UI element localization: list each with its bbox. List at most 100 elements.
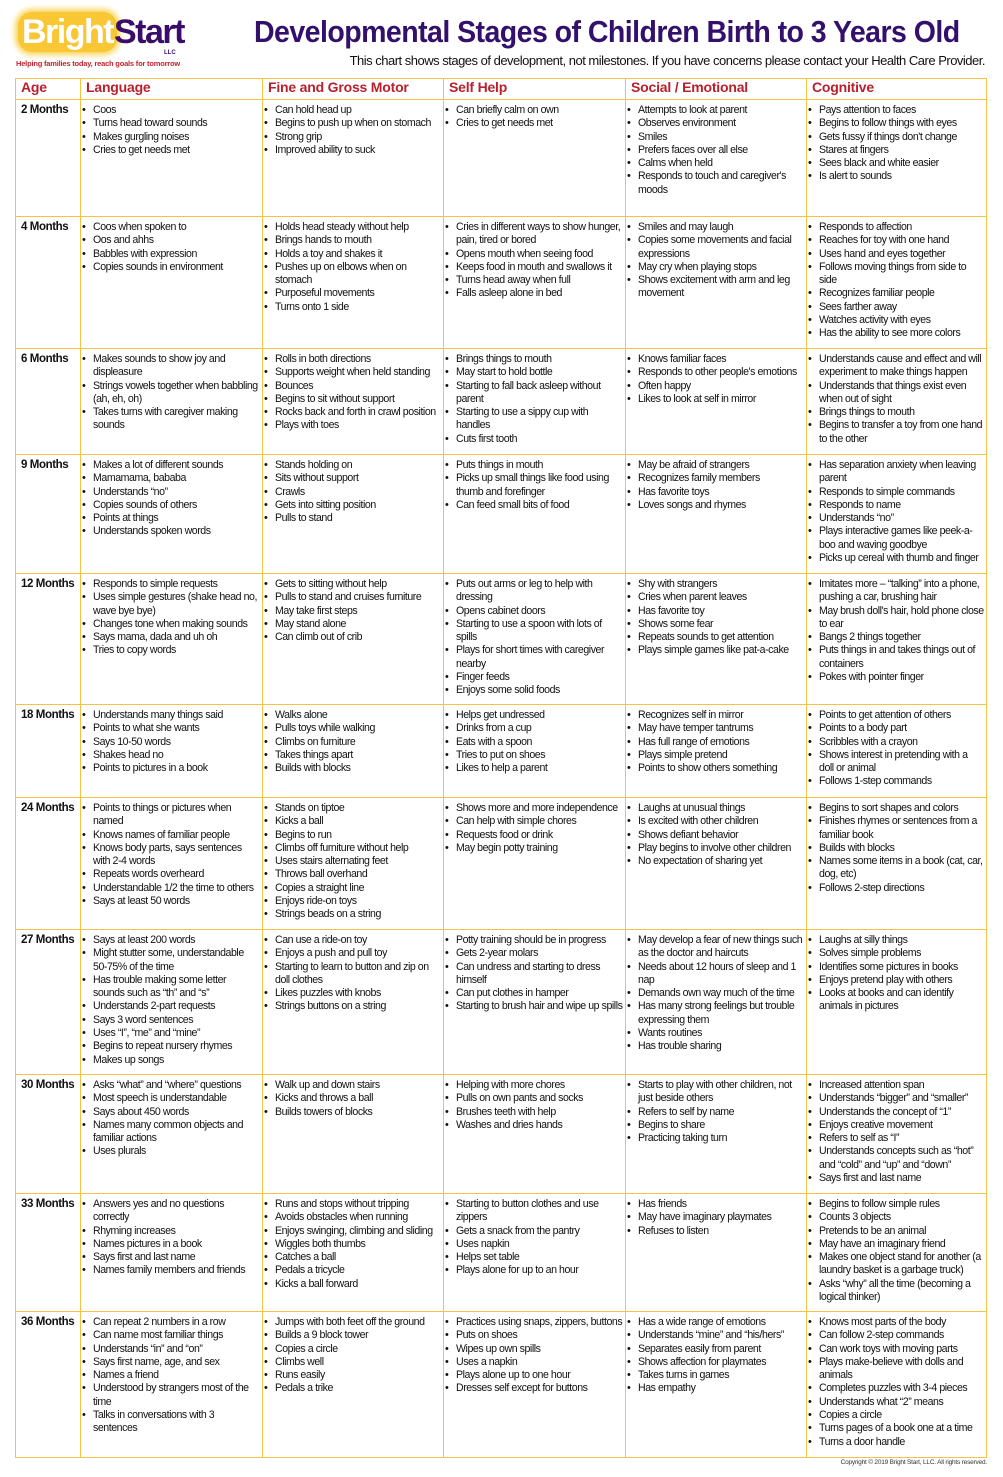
list-item: Recognizes familiar people [808, 287, 984, 301]
list-item: Finger feeds [445, 671, 623, 685]
list-item: Calms when held [627, 157, 804, 171]
bullet-list: Has a wide range of emotionsUnderstands … [626, 1316, 806, 1396]
list-item: Has many strong feelings but trouble exp… [627, 1000, 804, 1027]
bullet-list: Gets to sitting without helpPulls to sta… [263, 578, 443, 645]
list-item: Says at least 200 words [82, 934, 260, 948]
list-item: Starting to learn to button and zip on d… [264, 961, 441, 988]
list-item: Begins to share [627, 1119, 804, 1133]
bullet-list: Starting to button clothes and use zippe… [444, 1198, 625, 1278]
list-item: Names family members and friends [82, 1264, 260, 1278]
bullet-list: Can use a ride-on toyEnjoys a push and p… [263, 934, 443, 1014]
stage-cell: Has a wide range of emotionsUnderstands … [625, 1311, 807, 1458]
age-cell: 4 Months [15, 216, 81, 349]
list-item: Shows some fear [627, 618, 804, 632]
bullet-list: Says at least 200 wordsMight stutter som… [81, 934, 262, 1067]
list-item: Takes turns with caregiver making sounds [82, 406, 260, 433]
table-row: 36 MonthsCan repeat 2 numbers in a rowCa… [15, 1311, 987, 1458]
list-item: Can follow 2-step commands [808, 1329, 984, 1343]
list-item: Strings buttons on a string [264, 1000, 441, 1014]
list-item: Watches activity with eyes [808, 314, 984, 328]
list-item: Turns onto 1 side [264, 301, 441, 315]
stage-cell: Starting to button clothes and use zippe… [443, 1193, 626, 1312]
list-item: Rhyming increases [82, 1225, 260, 1239]
list-item: Makes gurgling noises [82, 131, 260, 145]
bullet-list: Knows most parts of the bodyCan follow 2… [807, 1316, 986, 1449]
list-item: Has favorite toys [627, 486, 804, 500]
list-item: Makes one object stand for another (a la… [808, 1251, 984, 1278]
list-item: Understands that things exist even when … [808, 380, 984, 407]
stage-cell: Walks alonePulls toys while walkingClimb… [262, 704, 444, 798]
list-item: Builds with blocks [264, 762, 441, 776]
list-item: Names a friend [82, 1369, 260, 1383]
list-item: Enjoys ride-on toys [264, 895, 441, 909]
list-item: Often happy [627, 380, 804, 394]
list-item: Has full range of emotions [627, 736, 804, 750]
list-item: Takes things apart [264, 749, 441, 763]
list-item: Copies a circle [264, 1343, 441, 1357]
list-item: Holds a toy and shakes it [264, 248, 441, 262]
list-item: Keeps food in mouth and swallows it [445, 261, 623, 275]
bullet-list: Coos when spoken toOos and ahhsBabbles w… [81, 221, 262, 274]
list-item: Puts on shoes [445, 1329, 623, 1343]
list-item: Identifies some pictures in books [808, 961, 984, 975]
list-item: Changes tone when making sounds [82, 618, 260, 632]
list-item: Coos [82, 104, 260, 118]
bullet-list: Answers yes and no questions correctlyRh… [81, 1198, 262, 1278]
list-item: Says 10-50 words [82, 736, 260, 750]
list-item: Washes and dries hands [445, 1119, 623, 1133]
age-cell: 30 Months [15, 1074, 81, 1194]
stage-cell: Understands cause and effect and will ex… [806, 348, 987, 455]
list-item: Has trouble making some letter sounds su… [82, 974, 260, 1001]
stage-cell: Begins to follow simple rulesCounts 3 ob… [806, 1193, 987, 1312]
list-item: Smiles and may laugh [627, 221, 804, 235]
list-item: Plays alone for up to an hour [445, 1264, 623, 1278]
column-header: Age [15, 78, 81, 100]
bullet-list: Starts to play with other children, not … [626, 1079, 806, 1146]
list-item: Might stutter some, understandable 50-75… [82, 947, 260, 974]
list-item: Points to what she wants [82, 722, 260, 736]
list-item: Practicing taking turn [627, 1132, 804, 1146]
bullet-list: Responds to affectionReaches for toy wit… [807, 221, 986, 341]
list-item: Points at things [82, 512, 260, 526]
list-item: Builds with blocks [808, 842, 984, 856]
list-item: Cuts first tooth [445, 433, 623, 447]
list-item: Points to show others something [627, 762, 804, 776]
bullet-list: Holds head steady without helpBrings han… [263, 221, 443, 314]
list-item: Begins to transfer a toy from one hand t… [808, 419, 984, 446]
list-item: Starting to use a spoon with lots of spi… [445, 618, 623, 645]
stage-cell: Potty training should be in progressGets… [443, 929, 626, 1075]
list-item: Understands spoken words [82, 525, 260, 539]
bullet-list: Shy with strangersCries when parent leav… [626, 578, 806, 658]
logo-llc: LLC [164, 50, 176, 56]
list-item: Responds to touch and caregiver's moods [627, 170, 804, 197]
list-item: Brushes teeth with help [445, 1106, 623, 1120]
age-cell: 27 Months [15, 929, 81, 1075]
list-item: Potty training should be in progress [445, 934, 623, 948]
list-item: Pulls on own pants and socks [445, 1092, 623, 1106]
list-item: Uses a napkin [445, 1356, 623, 1370]
list-item: Helping with more chores [445, 1079, 623, 1093]
list-item: Copies sounds of others [82, 499, 260, 513]
list-item: May have imaginary playmates [627, 1211, 804, 1225]
bullet-list: Understands cause and effect and will ex… [807, 353, 986, 446]
bullet-list: Pays attention to facesBegins to follow … [807, 104, 986, 184]
list-item: Responds to simple commands [808, 486, 984, 500]
stage-cell: Walk up and down stairsKicks and throws … [262, 1074, 444, 1194]
list-item: Makes a lot of different sounds [82, 459, 260, 473]
list-item: Understandable 1/2 the time to others [82, 882, 260, 896]
list-item: Enjoys swinging, climbing and sliding [264, 1225, 441, 1239]
list-item: Says mama, dada and uh oh [82, 631, 260, 645]
list-item: Begins to follow things with eyes [808, 117, 984, 131]
development-table: Age Language Fine and Gross Motor Self Help… [15, 78, 987, 1458]
bullet-list: Understands many things saidPoints to wh… [81, 709, 262, 776]
bullet-list: May be afraid of strangersRecognizes fam… [626, 459, 806, 512]
stage-cell: Answers yes and no questions correctlyRh… [80, 1193, 263, 1312]
list-item: Climbs on furniture [264, 736, 441, 750]
list-item: Copies a circle [808, 1409, 984, 1423]
bullet-list: Points to things or pictures when namedK… [81, 802, 262, 909]
list-item: Attempts to look at parent [627, 104, 804, 118]
table-header-row: Age Language Fine and Gross Motor Self Help… [15, 78, 987, 100]
bullet-list: Runs and stops without trippingAvoids ob… [263, 1198, 443, 1291]
stage-cell: Brings things to mouthMay start to hold … [443, 348, 626, 455]
list-item: Can help with simple chores [445, 815, 623, 829]
